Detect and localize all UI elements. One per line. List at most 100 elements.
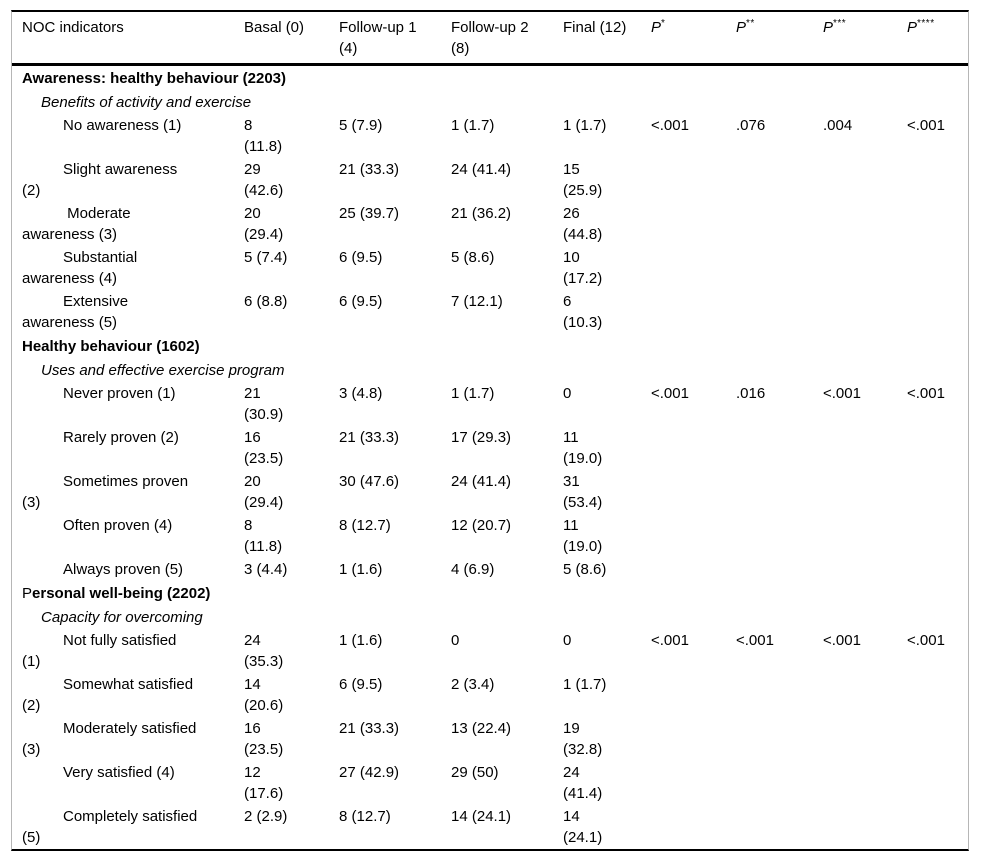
indicator-label-cell: Sometimes proven (3) <box>22 473 189 511</box>
table-row: Never proven (1) 21 (30.9) 3 (4.8) 1 (1.7) 0… <box>12 382 968 426</box>
value-cell-p3 <box>813 470 897 514</box>
noc-indicators-table: NOC indicators Basal (0) Follow-up 1 (4) Fo… <box>12 12 968 849</box>
table-row: Moderately satisfied (3) 16 (23.5) 21 (33.… <box>12 717 968 761</box>
value-cell-p2: .016 <box>736 385 766 402</box>
value-cell-p2 <box>726 761 813 805</box>
value-cell-p4 <box>897 246 968 290</box>
value-cell-final: 15 (25.9) <box>563 161 603 199</box>
table-row: Always proven (5) 3 (4.4) 1 (1.6) 4 (6.9) 5 … <box>12 558 968 581</box>
value-cell-p2 <box>726 673 813 717</box>
table-row: Sometimes proven (3) 20 (29.4) 30 (47.6) 24… <box>12 470 968 514</box>
value-cell-final: 14 (24.1) <box>563 808 603 846</box>
value-cell-final: 24 (41.4) <box>563 764 603 802</box>
value-cell-p3 <box>813 290 897 334</box>
value-cell-p3 <box>813 761 897 805</box>
value-cell-p4 <box>897 514 968 558</box>
indicator-label-cell: Not fully satisfied (1) <box>22 632 177 670</box>
value-cell-followup2: 5 (8.6) <box>451 249 495 266</box>
column-header-label: NOC indicators <box>12 12 234 66</box>
value-cell-p2 <box>726 246 813 290</box>
noc-table-container: NOC indicators Basal (0) Follow-up 1 (4) Fo… <box>11 10 969 851</box>
value-cell-followup1: 6 (9.5) <box>339 676 383 693</box>
table-row: Slight awareness (2) 29 (42.6) 21 (33.3) 24… <box>12 158 968 202</box>
value-cell-basal: 8 (11.8) <box>244 117 283 155</box>
value-cell-final: 26 (44.8) <box>563 205 603 243</box>
value-cell-final: 19 (32.8) <box>563 720 603 758</box>
indicator-label-cell: Often proven (4) <box>63 517 173 534</box>
value-cell-followup2: 0 <box>451 632 460 649</box>
value-cell-followup2: 24 (41.4) <box>451 473 512 490</box>
value-cell-final: 11 (19.0) <box>563 429 603 467</box>
column-header-p4: P**** <box>897 12 968 66</box>
value-cell-p2 <box>726 805 813 849</box>
value-cell-followup2: 21 (36.2) <box>451 205 512 222</box>
value-cell-p2 <box>726 717 813 761</box>
table-row: Often proven (4) 8 (11.8) 8 (12.7) 12 (20.7… <box>12 514 968 558</box>
value-cell-p4 <box>897 717 968 761</box>
value-cell-p4 <box>897 470 968 514</box>
value-cell-p4 <box>897 290 968 334</box>
value-cell-followup2: 2 (3.4) <box>451 676 495 693</box>
table-header: NOC indicators Basal (0) Follow-up 1 (4) Fo… <box>12 12 968 66</box>
value-cell-p1 <box>641 717 726 761</box>
value-cell-followup2: 7 (12.1) <box>451 293 503 310</box>
value-cell-p1 <box>641 805 726 849</box>
value-cell-basal: 2 (2.9) <box>244 808 288 825</box>
value-cell-followup2: 13 (22.4) <box>451 720 512 737</box>
p-value-column-label: P <box>651 19 662 36</box>
table-row: Very satisfied (4) 12 (17.6) 27 (42.9) 29 (… <box>12 761 968 805</box>
value-cell-followup1: 21 (33.3) <box>339 429 400 446</box>
value-cell-p1: <.001 <box>651 632 689 649</box>
value-cell-p1 <box>641 426 726 470</box>
value-cell-p3: <.001 <box>823 632 861 649</box>
column-header-p1: P* <box>641 12 726 66</box>
value-cell-followup1: 6 (9.5) <box>339 293 383 310</box>
p-value-column-label: P <box>736 19 747 36</box>
indicator-label-cell: Rarely proven (2) <box>63 429 179 446</box>
subsection-header: Capacity for overcoming <box>41 609 203 626</box>
indicator-label-cell: Never proven (1) <box>63 385 176 402</box>
value-cell-p1 <box>641 761 726 805</box>
value-cell-p3 <box>813 514 897 558</box>
value-cell-final: 10 (17.2) <box>563 249 603 287</box>
table-row: Capacity for overcoming <box>12 605 968 629</box>
asterisk-superscript: ** <box>746 18 755 29</box>
value-cell-followup1: 1 (1.6) <box>339 561 383 578</box>
indicator-label-cell: Moderate awareness (3) <box>22 205 131 243</box>
value-cell-followup2: 12 (20.7) <box>451 517 512 534</box>
value-cell-final: 6 (10.3) <box>563 293 603 331</box>
table-row: No awareness (1) 8 (11.8) 5 (7.9) 1 (1.7) 1 … <box>12 114 968 158</box>
value-cell-p3 <box>813 717 897 761</box>
value-cell-p1 <box>641 246 726 290</box>
section-header-text: Awareness: healthy behaviour (2203) <box>22 70 286 87</box>
asterisk-superscript: * <box>661 18 666 29</box>
indicator-label-cell: Always proven (5) <box>63 561 184 578</box>
indicator-label-cell: Completely satisfied (5) <box>22 808 198 846</box>
indicator-label-cell: Substantial awareness (4) <box>22 249 138 287</box>
value-cell-basal: 5 (7.4) <box>244 249 288 266</box>
value-cell-final: 5 (8.6) <box>563 561 607 578</box>
value-cell-followup2: 24 (41.4) <box>451 161 512 178</box>
value-cell-p2 <box>726 558 813 581</box>
value-cell-p1: <.001 <box>651 385 689 402</box>
table-row: Somewhat satisfied (2) 14 (20.6) 6 (9.5) 2 … <box>12 673 968 717</box>
indicator-label-cell: Slight awareness (2) <box>22 161 178 199</box>
value-cell-p3 <box>813 202 897 246</box>
value-cell-basal: 20 (29.4) <box>244 473 284 511</box>
value-cell-basal: 16 (23.5) <box>244 429 284 467</box>
value-cell-followup1: 8 (12.7) <box>339 517 391 534</box>
section-header: Healthy behaviour (1602) <box>12 334 968 358</box>
indicator-label-cell: Very satisfied (4) <box>63 764 175 781</box>
value-cell-p1 <box>641 158 726 202</box>
value-cell-p2: .076 <box>736 117 766 134</box>
value-cell-p3 <box>813 426 897 470</box>
indicator-label-cell: Somewhat satisfied (2) <box>22 676 194 714</box>
value-cell-basal: 12 (17.6) <box>244 764 284 802</box>
asterisk-superscript: *** <box>833 18 847 29</box>
table-row: Uses and effective exercise program <box>12 358 968 382</box>
subsection-header: Uses and effective exercise program <box>41 362 285 379</box>
table-header-row: NOC indicators Basal (0) Follow-up 1 (4) Fo… <box>12 12 968 66</box>
value-cell-p4 <box>897 426 968 470</box>
value-cell-p2 <box>726 202 813 246</box>
value-cell-p1 <box>641 290 726 334</box>
